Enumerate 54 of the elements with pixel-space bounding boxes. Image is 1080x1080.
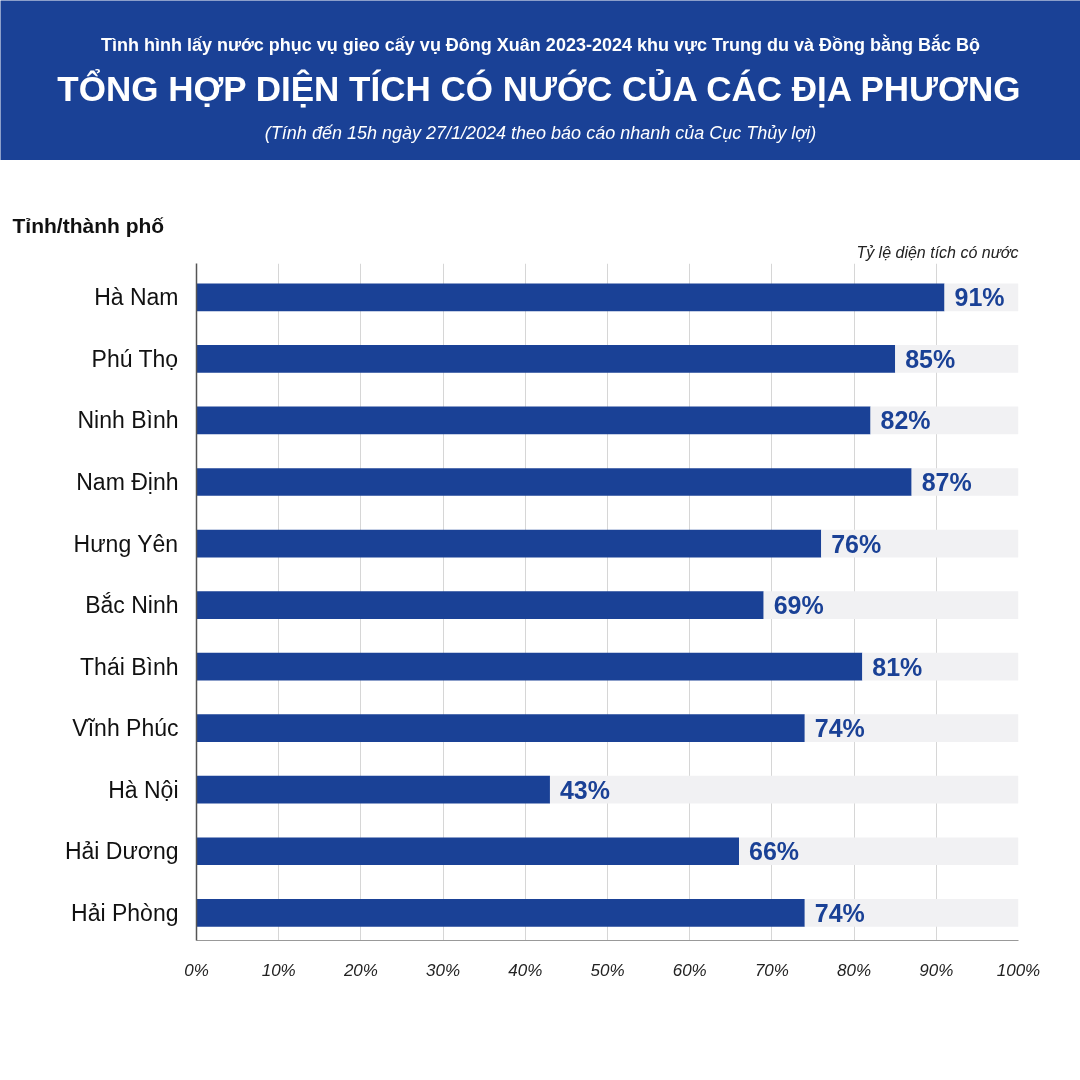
- y-tick-label: Hải Dương: [64, 838, 179, 865]
- bar: [549, 775, 1019, 804]
- x-tick-label: 50%: [590, 960, 625, 980]
- y-tick-label: Bắc Ninh: [85, 592, 179, 619]
- chart-subtitle: TỔNG HỢP DIỆN TÍCH CÓ NƯỚC CỦA CÁC ĐỊA PHƯƠNG: [57, 69, 1021, 108]
- y-tick-label: Hà Nam: [94, 284, 179, 311]
- bar: [196, 591, 764, 619]
- bar: [196, 468, 912, 496]
- bar: [739, 837, 1019, 866]
- bar: [763, 591, 1019, 619]
- data-label: 74%: [814, 898, 865, 927]
- y-tick-label: Thái Bình: [80, 653, 179, 680]
- text: (Tính đến 15h ngày 27/1/2024 theo báo cáo nhanh của Cục Thủy lợi): [264, 122, 817, 143]
- bar: [196, 529, 822, 558]
- data-label: 69%: [773, 591, 824, 620]
- x-tick-label: 30%: [426, 960, 461, 980]
- x-tick-label: 100%: [996, 960, 1041, 980]
- y-tick-label: Hà Nội: [108, 776, 179, 803]
- y-tick-label: Ninh Bình: [77, 407, 179, 434]
- x-axis-title: Tỷ lệ diện tích có nước: [856, 243, 1019, 261]
- y-tick-label: Vĩnh Phúc: [72, 715, 179, 742]
- bar: [196, 837, 740, 866]
- bar: [804, 898, 1019, 927]
- y-tick-label: Nam Định: [76, 468, 179, 495]
- bar: [196, 345, 896, 373]
- bar: [196, 898, 805, 927]
- x-tick-label: 60%: [672, 960, 707, 980]
- y-tick-label: Hưng Yên: [73, 530, 179, 557]
- bar: [196, 652, 863, 681]
- bar: [196, 714, 805, 743]
- data-label: 81%: [872, 652, 923, 681]
- bar: [196, 406, 871, 435]
- x-tick-label: 20%: [342, 960, 378, 980]
- x-tick-label: 10%: [261, 960, 296, 980]
- bar: [196, 775, 550, 804]
- data-label: 66%: [749, 837, 800, 866]
- data-label: 85%: [905, 344, 956, 373]
- x-tick-label: 0%: [184, 960, 209, 980]
- data-label: 74%: [814, 714, 865, 743]
- chart-title: Tình hình lấy nước phục vụ gieo cấy vụ Đông Xuân 2023-2024 khu vực Trung du và Đồng bằng Bắc Bộ: [100, 34, 981, 56]
- x-tick-label: 40%: [508, 960, 543, 980]
- x-tick-label: 90%: [919, 960, 954, 980]
- data-label: 91%: [954, 283, 1005, 312]
- y-tick-label: Hải Phòng: [71, 899, 179, 926]
- data-label: 43%: [559, 775, 611, 804]
- x-tick-label: 80%: [837, 960, 872, 980]
- data-label: 76%: [831, 529, 882, 558]
- y-tick-label: Phú Thọ: [91, 345, 179, 372]
- data-label: 87%: [921, 467, 972, 496]
- data-label: 82%: [880, 406, 931, 435]
- y-axis-title: Tỉnh/thành phố: [12, 213, 165, 237]
- bar: [196, 283, 945, 312]
- bar: [804, 714, 1019, 743]
- x-tick-label: 70%: [754, 960, 789, 980]
